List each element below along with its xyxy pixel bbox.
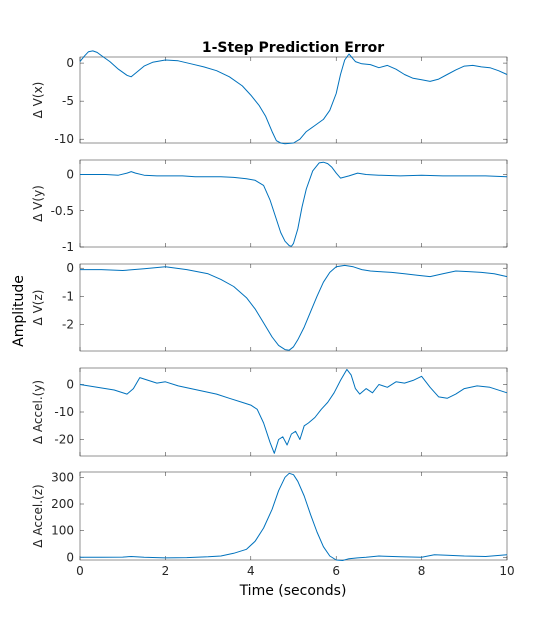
y-tick-label: 100 [51, 524, 74, 538]
y-tick-label: 0 [66, 56, 74, 70]
y-axis-label: Δ V(x) [31, 82, 45, 119]
subplot-4: 0 -10 -20 Δ Accel.(y) [31, 367, 508, 457]
y-tick-label: -20 [54, 433, 74, 447]
x-tick-label: 4 [247, 564, 255, 578]
y-tick-label: -2 [62, 317, 74, 331]
subplot-stack: 0 -5 -10 Δ V(x) 0 -0.5 -1 Δ V(y) 0 -1 -2 Δ V(z) 0 -10… [31, 50, 515, 578]
y-tick-label: -1 [62, 289, 74, 303]
series-line [79, 50, 508, 145]
subplot-3: 0 -1 -2 Δ V(z) [31, 261, 508, 352]
y-axis-label: Δ V(y) [31, 185, 45, 222]
axes-box [79, 159, 508, 248]
x-tick-label: 6 [332, 564, 340, 578]
y-axis-label: Δ V(z) [31, 290, 45, 326]
x-axis-label: Time (seconds) [239, 583, 347, 599]
y-tick-label: 0 [66, 168, 74, 182]
y-axis-label: Δ Accel.(z) [31, 484, 45, 547]
series-line [79, 368, 508, 454]
y-tick-label: -5 [62, 94, 74, 108]
subplot-5: 0 100 200 300 Δ Accel.(z) 0 2 4 6 8 10 [31, 470, 515, 578]
y-tick-label: 200 [51, 497, 74, 511]
y-tick-label: -1 [62, 240, 74, 254]
figure-title: 1-Step Prediction Error [202, 40, 384, 56]
series-line [80, 472, 508, 561]
series-line [80, 264, 508, 351]
subplot-2: 0 -0.5 -1 Δ V(y) [31, 159, 508, 254]
axes-box [79, 367, 508, 457]
x-tick-label: 8 [418, 564, 426, 578]
y-tick-label: -10 [54, 132, 74, 146]
x-tick-label: 10 [499, 564, 514, 578]
axes-box [79, 263, 508, 352]
series-line [80, 161, 508, 247]
axes-box [79, 471, 508, 561]
common-y-axis-label: Amplitude [11, 275, 27, 347]
y-tick-label: -10 [54, 405, 74, 419]
y-tick-label: 0 [66, 550, 74, 564]
y-tick-label: -0.5 [51, 204, 74, 218]
y-axis-label: Δ Accel.(y) [31, 380, 45, 444]
y-tick-label: 0 [66, 378, 74, 392]
axes-box [79, 56, 508, 144]
y-tick-label: 300 [51, 470, 74, 484]
x-tick-label: 2 [162, 564, 170, 578]
x-tick-label: 0 [76, 564, 84, 578]
y-tick-label: 0 [66, 261, 74, 275]
subplot-1: 0 -5 -10 Δ V(x) [31, 50, 508, 146]
